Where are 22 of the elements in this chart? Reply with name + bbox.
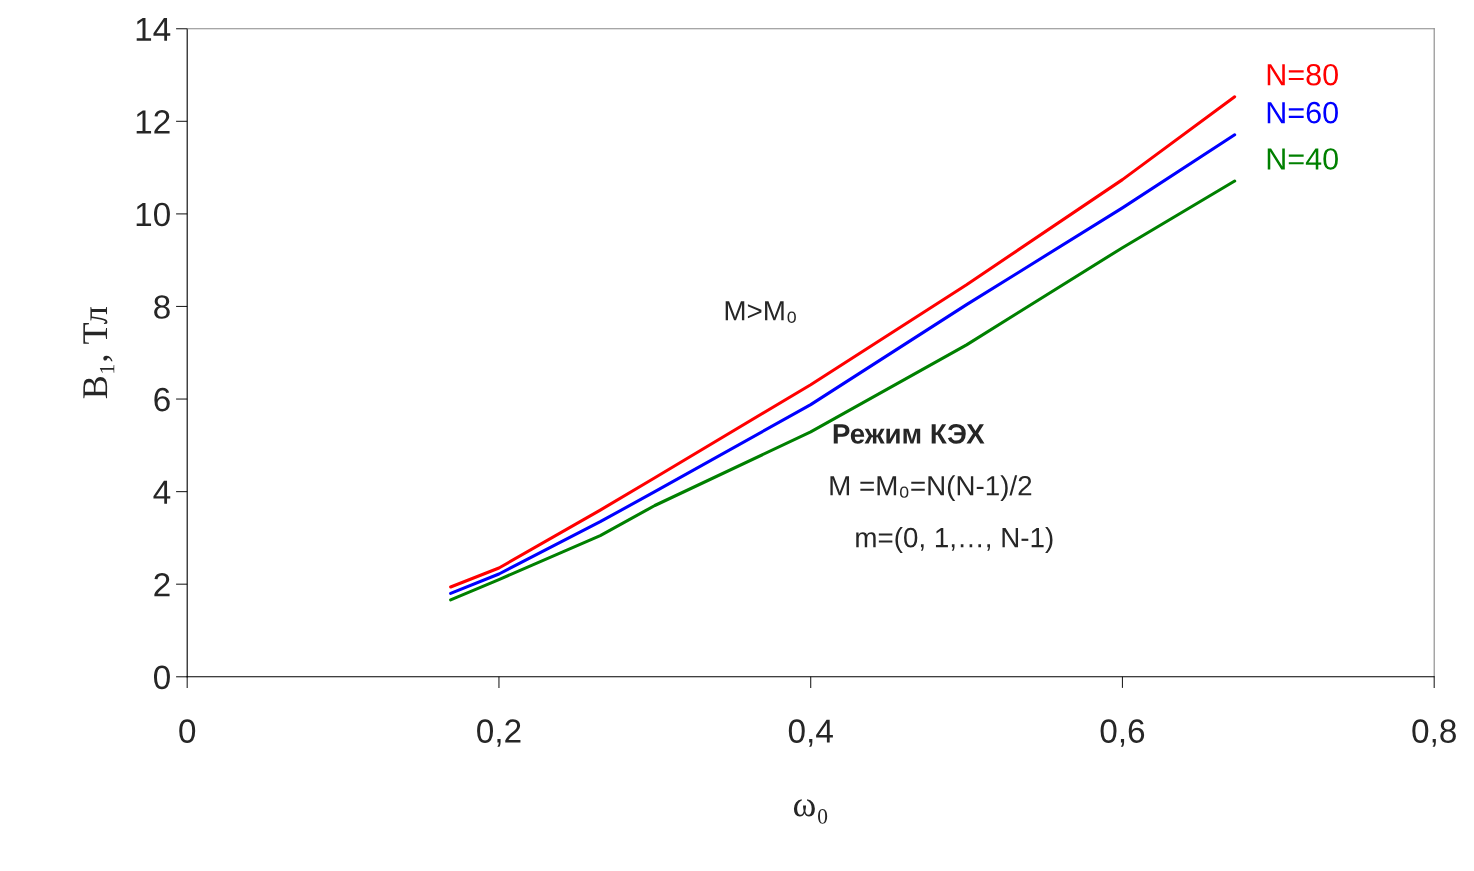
annotation: Режим КЭХ [833,424,985,444]
y-tick-label: 6 [154,387,170,412]
series-label: N=80 [1267,63,1338,86]
annotation: M =M₀=N(N-1)/2 [830,475,1032,502]
annotation: M>M₀ [725,301,796,323]
x-axis-title: ω₀ [793,799,828,824]
annotation: m=(0, 1,…, N-1) [856,527,1053,553]
x-tick-label: 0,6 [1100,719,1145,747]
series-label: N=60 [1267,101,1338,124]
x-tick-label: 0,4 [788,719,833,747]
y-tick-label: 4 [153,480,171,504]
x-tick-label: 0 [179,719,196,743]
series-label: N=40 [1267,148,1338,170]
y-tick-label: 8 [154,295,170,319]
x-tick-label: 0,8 [1412,719,1456,747]
x-tick-label: 0,2 [477,719,521,747]
y-tick-label: 12 [136,110,170,134]
y-tick-label: 2 [154,572,170,597]
y-axis-title: B₁, Тл [83,307,115,399]
y-tick-label: 0 [153,665,170,690]
y-tick-label: 10 [136,202,170,227]
y-tick-label: 14 [136,17,171,41]
